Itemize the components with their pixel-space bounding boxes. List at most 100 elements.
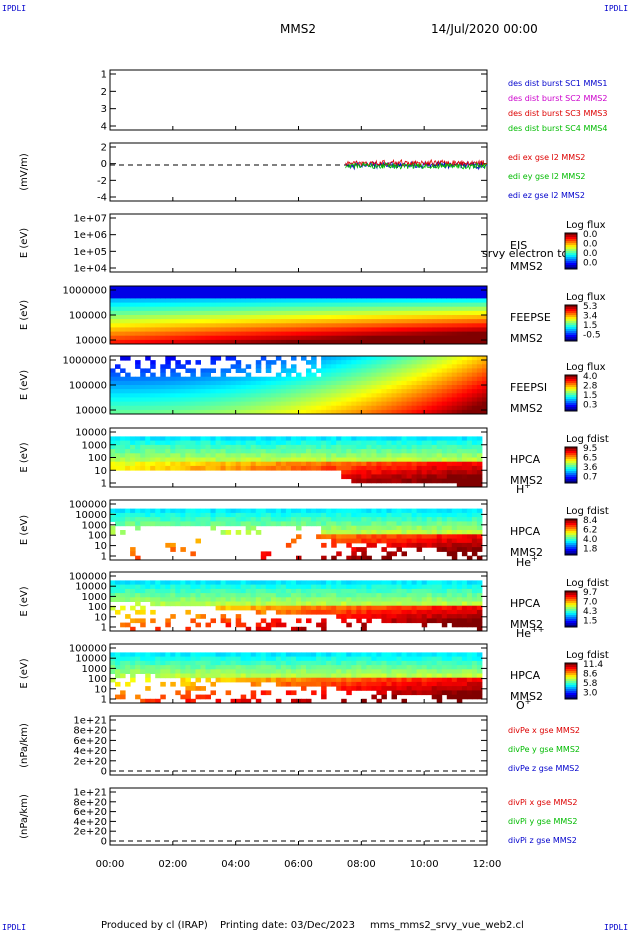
heatmap-cell [115,389,121,394]
heatmap-cell [135,656,141,662]
heatmap-cell [120,669,126,674]
heatmap-cell [391,465,397,471]
heatmap-cell [446,393,453,398]
heatmap-cell [446,530,453,535]
colorbar-step [565,307,577,310]
heatmap-cell [195,652,201,658]
heatmap-cell [431,530,438,535]
heatmap-cell [135,588,141,594]
heatmap-cell [205,652,211,658]
heatmap-cell [250,389,257,394]
heatmap-cell [215,584,222,590]
heatmap-cell [361,673,367,679]
heatmap-cell [316,660,322,666]
heatmap-cell [135,512,141,518]
heatmap-cell [275,286,282,291]
heatmap-cell [230,302,237,308]
heatmap-cell [200,444,206,450]
heatmap-cell [326,380,332,386]
colorbar-step [565,465,577,468]
heatmap-cell [391,331,397,337]
heatmap-cell [190,290,196,295]
heatmap-cell [115,665,121,670]
heatmap-cell [280,457,287,463]
heatmap-cell [366,393,372,398]
heatmap-cell [396,444,402,450]
heatmap-cell [215,335,222,341]
heatmap-cell [205,677,211,683]
heatmap-cell [406,681,413,687]
heatmap-cell [125,681,131,687]
heatmap-cell [396,521,402,527]
heatmap-cell [461,622,468,628]
heatmap-cell [316,669,322,674]
heatmap-cell [120,409,126,415]
heatmap-cell [336,364,342,369]
heatmap-cell [361,440,367,446]
heatmap-cell [381,436,387,442]
heatmap-cell [326,389,332,394]
heatmap-cell [250,401,257,407]
heatmap-cell [291,290,297,295]
heatmap-cell [275,669,282,674]
heatmap-cell [255,380,262,386]
heatmap-cell [371,652,377,658]
heatmap-cell [446,376,453,382]
heatmap-cell [130,385,136,390]
heatmap-cell [235,393,242,398]
y-tick-label: 100000 [69,381,107,392]
heatmap-cell [165,376,171,382]
heatmap-cell [421,542,428,548]
heatmap-cell [471,360,478,365]
heatmap-cell [185,323,191,328]
heatmap-cell [321,521,327,527]
heatmap-cell [341,409,347,415]
heatmap-cell [155,698,161,704]
heatmap-cell [120,584,126,590]
heatmap-cell [401,512,407,518]
heatmap-cell [461,401,468,407]
heatmap-cell [336,597,342,602]
heatmap-cell [476,360,483,365]
heatmap-cell [185,521,191,527]
heatmap-cell [396,360,402,365]
heatmap-cell [306,401,312,407]
colorbar-step [565,481,577,484]
heatmap-cell [280,360,287,365]
heatmap-cell [275,622,282,628]
heatmap-cell [160,681,166,687]
heatmap-cell [461,669,468,674]
heatmap-cell [431,605,438,611]
heatmap-cell [451,588,458,594]
heatmap-cell [401,457,407,463]
heatmap-cell [416,614,423,619]
heatmap-cell [321,626,327,632]
heatmap-cell [110,302,116,308]
heatmap-cell [436,306,443,312]
heatmap-cell [356,315,362,320]
heatmap-cell [215,580,222,586]
heatmap-cell [431,584,438,590]
heatmap-cell [326,323,332,328]
heatmap-cell [270,376,277,382]
heatmap-cell [421,508,428,514]
heatmap-cell [421,302,428,308]
heatmap-cell [296,310,302,316]
heatmap-cell [381,508,387,514]
heatmap-cell [441,380,448,386]
heatmap-cell [160,389,166,394]
y-tick-label: 100000 [69,572,107,583]
heatmap-cell [130,286,136,291]
heatmap-cell [446,677,453,683]
heatmap-cell [145,465,151,471]
heatmap-cell [245,656,252,662]
heatmap-cell [326,444,332,450]
heatmap-cell [275,335,282,341]
heatmap-cell [140,508,146,514]
heatmap-cell [346,673,352,679]
heatmap-cell [381,614,387,619]
heatmap-cell [321,294,327,299]
heatmap-cell [160,694,166,700]
heatmap-cell [431,656,438,662]
